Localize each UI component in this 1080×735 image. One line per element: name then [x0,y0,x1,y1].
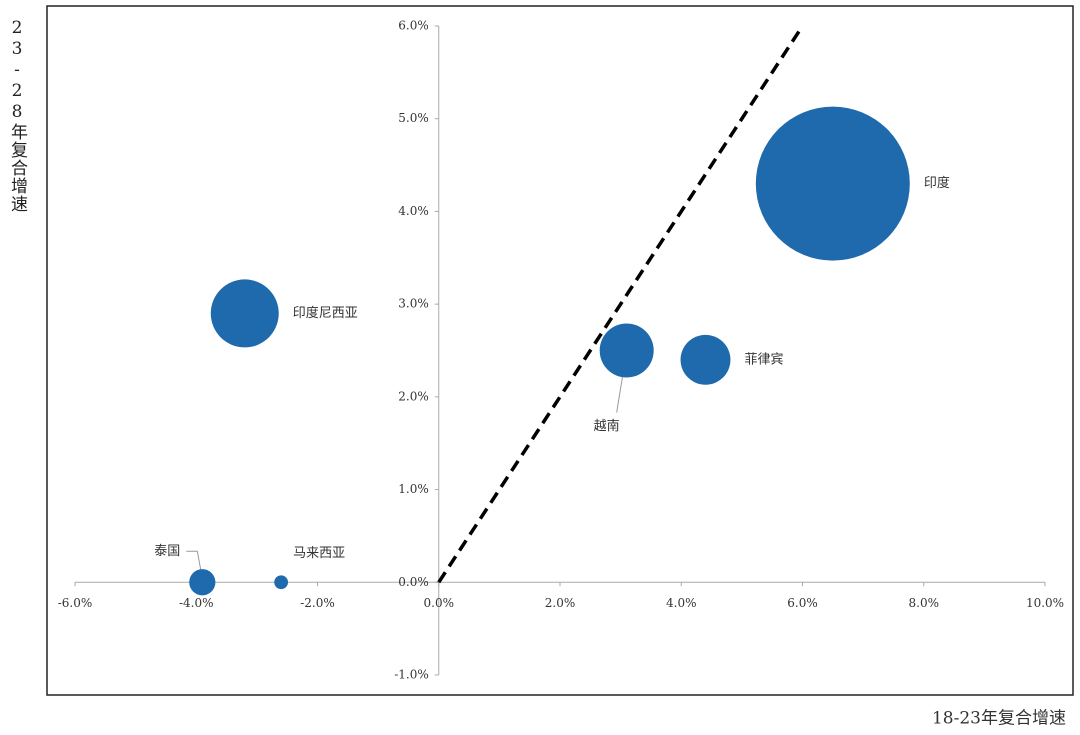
x-tick-label: 10.0% [1026,596,1064,610]
x-tick-label: 6.0% [787,596,818,610]
x-axis-label: 18-23年复合增速 [932,709,1066,729]
x-tick-label: -6.0% [58,596,93,610]
plot-frame [46,5,1074,696]
y-tick-label: -1.0% [394,668,429,682]
y-tick-label: 4.0% [398,204,429,218]
bubble-label: 马来西亚 [293,546,345,561]
x-tick-label: 0.0% [424,596,455,610]
bubble [274,575,289,590]
bubble-label: 越南 [594,418,620,434]
bubble [189,569,216,596]
bubble-label: 泰国 [154,544,180,559]
bubble [210,279,279,348]
x-tick-label: -2.0% [300,596,335,610]
bubble-label: 菲律宾 [744,351,783,367]
y-tick-label: 5.0% [398,111,429,125]
x-tick-label: 8.0% [909,596,940,610]
bubble-label: 印度尼西亚 [293,305,358,321]
x-tick-label: 4.0% [666,596,697,610]
bubble [755,106,910,261]
bubble [599,323,654,378]
y-axis-label: 23-28年复合增速 [7,18,27,213]
bubble [680,334,731,385]
y-tick-label: 1.0% [398,482,429,496]
x-tick-label: -4.0% [179,596,214,610]
x-tick-label: 2.0% [545,596,576,610]
reference-line [437,25,804,584]
y-tick-label: 0.0% [398,575,429,589]
y-tick-label: 6.0% [398,19,429,33]
y-tick-label: 3.0% [398,297,429,311]
bubble-label: 印度 [924,175,950,191]
y-tick-label: 2.0% [398,389,429,403]
